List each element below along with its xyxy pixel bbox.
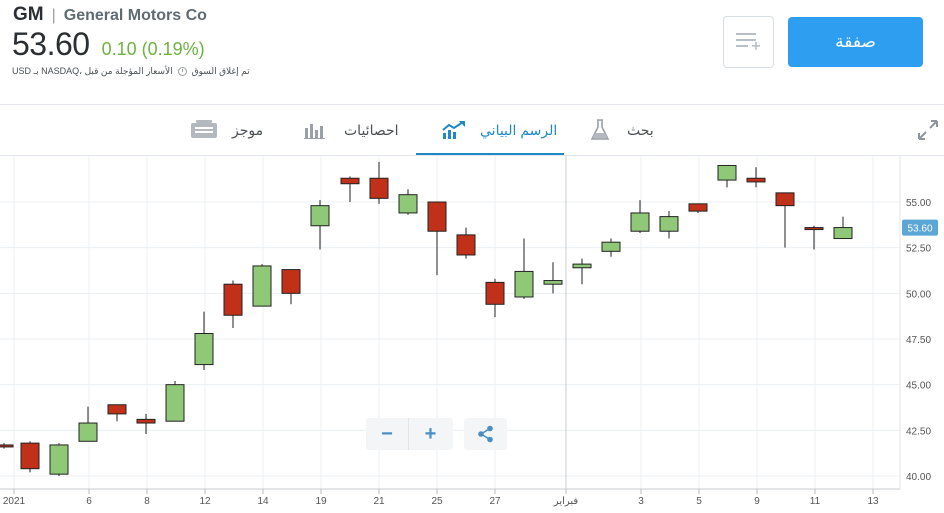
x-tick-label: 21 <box>373 496 385 507</box>
candle-body <box>136 418 156 424</box>
candle-body <box>398 194 418 214</box>
candle-body <box>659 216 679 232</box>
active-tab-indicator <box>416 153 564 155</box>
x-tick-label: 11 <box>810 496 821 507</box>
x-tick-label: 2021 <box>3 496 26 507</box>
candle-body <box>165 384 185 422</box>
candle-body <box>281 269 301 294</box>
tab-research[interactable]: بحث <box>590 105 654 155</box>
tab-stats[interactable]: احصائيات <box>304 105 399 155</box>
tab-stats-label: احصائيات <box>344 121 399 138</box>
tab-chart-label: الرسم البياني <box>480 121 558 138</box>
last-price-tag <box>902 219 938 236</box>
candle-body <box>688 203 708 212</box>
candle-body <box>20 442 40 470</box>
y-tick-label: 55.00 <box>906 198 931 209</box>
candle-body <box>107 404 127 415</box>
current-price: 53.60 <box>12 26 90 62</box>
y-tick-label: 52.50 <box>906 244 931 255</box>
candle-body <box>456 234 476 256</box>
candle-body <box>78 422 98 442</box>
price-change: 0.10 (0.19%) <box>101 39 205 59</box>
candle-body <box>252 265 272 307</box>
candle-body <box>0 444 14 448</box>
company-name: General Motors Co <box>63 7 207 24</box>
zoom-in-button[interactable]: + <box>424 422 437 445</box>
y-tick-label: 47.50 <box>906 335 931 346</box>
share-icon <box>477 425 493 443</box>
y-tick-label: 45.00 <box>906 381 931 392</box>
y-tick-label: 40.00 <box>906 472 931 483</box>
x-tick-label: 9 <box>754 496 760 507</box>
market-status: تم إغلاق السوق <box>191 66 250 76</box>
tab-chart[interactable]: الرسم البياني <box>442 105 557 155</box>
clock-icon <box>177 67 187 76</box>
tab-research-label: بحث <box>627 121 654 138</box>
expand-icon <box>918 120 938 140</box>
candle-body <box>340 177 360 185</box>
candle-body <box>369 177 389 199</box>
share-control <box>464 418 507 450</box>
candle-body <box>223 283 243 316</box>
title-separator: | <box>51 7 56 24</box>
stock-title: GM | General Motors Co <box>13 4 207 26</box>
x-tick-label: 12 <box>199 496 211 507</box>
zoom-out-button[interactable]: − <box>366 418 409 450</box>
zoom-controls: − + <box>366 418 453 450</box>
x-tick-label: 8 <box>144 496 150 507</box>
tab-divider <box>0 155 944 156</box>
x-tick-label: 6 <box>86 496 92 507</box>
y-tick-label: 42.50 <box>906 426 931 437</box>
trade-button[interactable]: صفقة <box>788 17 923 67</box>
x-tick-label: 19 <box>315 496 327 507</box>
x-tick-label: 13 <box>867 496 879 507</box>
tab-feed[interactable]: موجز <box>190 105 263 155</box>
candle-body <box>427 201 447 232</box>
price-note: USD بـ NASDAQ، الأسعار المؤجلة من قبل <box>12 66 173 76</box>
candle-body <box>194 333 214 366</box>
bar-stats-icon <box>304 124 325 139</box>
expand-button[interactable] <box>916 118 940 142</box>
y-tick-label: 50.00 <box>906 289 931 300</box>
candle-body <box>485 281 505 305</box>
candle-body <box>572 263 592 269</box>
add-to-list-icon <box>735 33 760 50</box>
share-button[interactable] <box>464 418 507 450</box>
last-price-label: 53.60 <box>907 224 932 235</box>
x-tick-label: 27 <box>489 496 501 507</box>
market-info: USD بـ NASDAQ، الأسعار المؤجلة من قبل تم… <box>12 66 250 77</box>
candle-body <box>746 177 766 183</box>
x-tick-label: فبراير <box>553 496 579 507</box>
candle-body <box>717 164 737 181</box>
x-tick-label: 14 <box>257 496 269 507</box>
candle-body <box>630 212 650 232</box>
candlestick-chart: 40.00 42.50 45.00 47.50 50.00 52.50 55.00 2021 6… <box>0 156 938 507</box>
chart-trend-icon <box>442 121 465 139</box>
candle-body <box>775 192 795 207</box>
flask-icon <box>590 119 610 140</box>
tab-bar: موجز احصائيات الرسم البياني بحث <box>0 105 944 155</box>
candle-body <box>49 444 69 475</box>
candle-body <box>310 205 330 227</box>
x-tick-label: 3 <box>638 496 644 507</box>
price-chart[interactable]: 40.00 42.50 45.00 47.50 50.00 52.50 55.00 2021 6… <box>0 156 944 513</box>
ticker-symbol: GM <box>13 4 44 25</box>
x-tick-label: 25 <box>431 496 443 507</box>
x-tick-label: 5 <box>696 496 702 507</box>
candle-body <box>601 241 621 252</box>
price-row: 53.60 0.10 (0.19%) <box>12 26 205 63</box>
candle-body <box>833 227 853 240</box>
tab-feed-label: موجز <box>232 121 264 138</box>
candle-body <box>514 270 534 298</box>
candle-body <box>543 280 563 285</box>
add-to-watchlist-button[interactable] <box>723 16 774 68</box>
news-icon <box>191 120 217 138</box>
candle-body <box>804 227 824 231</box>
header-divider <box>0 104 944 105</box>
